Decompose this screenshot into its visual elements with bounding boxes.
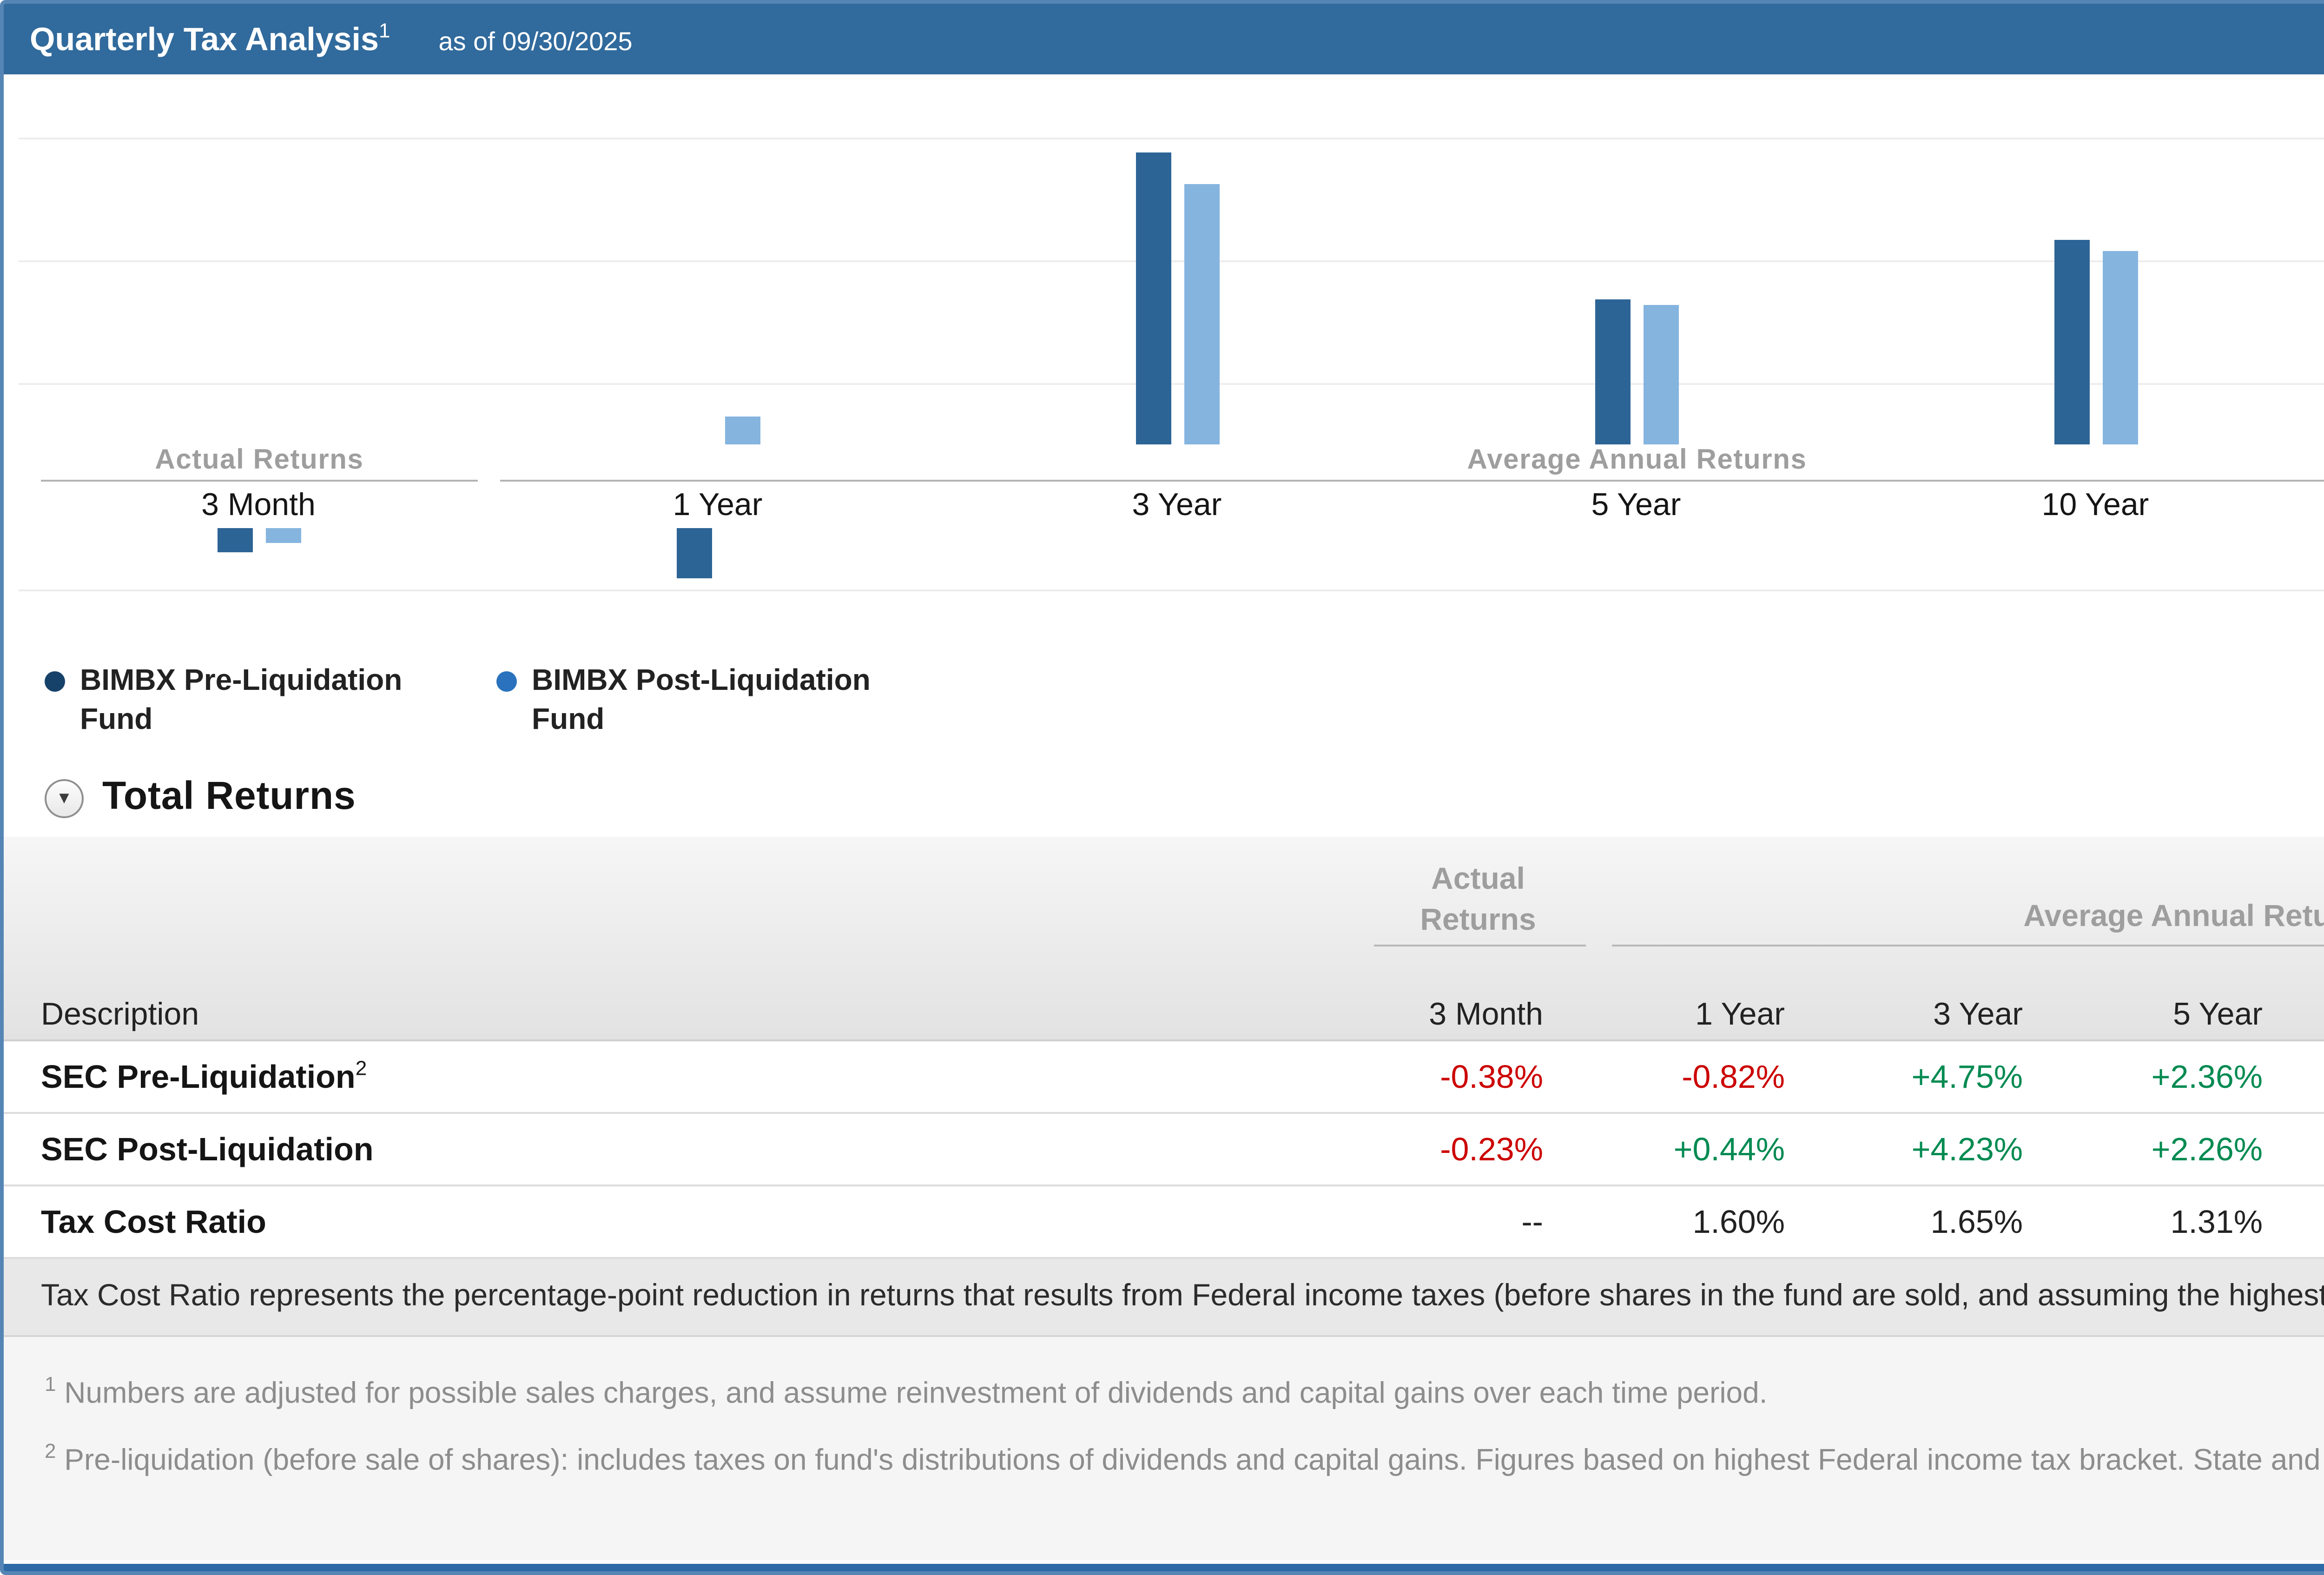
row-label: SEC Pre-Liquidation2 — [41, 1058, 367, 1095]
legend-item-pre-liquidation: BIMBX Pre-Liquidation Fund — [45, 662, 496, 740]
bar-bimbx-post-liquidation-fund-5-year — [1643, 305, 1678, 444]
legend-label: BIMBX Pre-Liquidation Fund — [80, 666, 403, 736]
footnote-2: 2 Pre-liquidation (before sale of shares… — [45, 1442, 2324, 1478]
bar-bimbx-post-liquidation-fund-1-year — [724, 417, 759, 444]
bottom-border — [4, 1564, 2324, 1571]
table-header: Actual Returns Average Annual Returns De… — [4, 837, 2324, 1041]
gridline-1 — [19, 589, 2324, 591]
x-axis-label-3-month: 3 Month — [201, 487, 316, 523]
cell-sec-pre-liquidation-5-year: +2.36% — [2151, 1058, 2263, 1095]
table-body: SEC Pre-Liquidation2 -0.38% -0.82% +4.75% +2… — [4, 1041, 2324, 1259]
cell-tax-cost-ratio-1-year: 1.60% — [1692, 1203, 1785, 1240]
cell-tax-cost-ratio-3-month: -- — [1521, 1203, 1543, 1240]
table-row-sec-post-liquidation: SEC Post-Liquidation -0.23% +0.44% +4.23% +2… — [4, 1114, 2324, 1186]
row-label: Tax Cost Ratio — [41, 1203, 266, 1240]
header-bar: Quarterly Tax Analysis1 as of 09/30/2025 — [4, 4, 2324, 74]
cell-sec-pre-liquidation-1-year: -0.82% — [1682, 1058, 1785, 1095]
total-returns-section-header[interactable]: ▼ Total Returns — [4, 740, 2324, 837]
column-header-1-year: 1 Year — [1695, 997, 1785, 1032]
legend-label: BIMBX Post-Liquidation Fund — [532, 666, 871, 736]
chart-group-underline-actual-returns — [41, 480, 478, 482]
cell-tax-cost-ratio-3-year: 1.65% — [1930, 1203, 2023, 1240]
bar-bimbx-post-liquidation-fund-3-year — [1183, 185, 1219, 444]
cell-sec-post-liquidation-3-month: -0.23% — [1440, 1131, 1543, 1168]
bar-bimbx-pre-liquidation-fund-3-month — [217, 528, 252, 552]
page-title: Quarterly Tax Analysis1 — [30, 20, 390, 60]
column-header-5-year: 5 Year — [2173, 997, 2263, 1032]
x-axis-label-10-year: 10 Year — [2041, 487, 2149, 523]
bar-bimbx-post-liquidation-fund-3-month — [265, 528, 300, 543]
cell-sec-post-liquidation-3-year: +4.23% — [1911, 1131, 2023, 1168]
x-axis-label-5-year: 5 Year — [1591, 487, 1681, 523]
column-header-description: Description — [41, 997, 199, 1032]
cell-tax-cost-ratio-5-year: 1.31% — [2170, 1203, 2263, 1240]
group-underline-average — [1612, 945, 2324, 946]
legend-item-post-liquidation: BIMBX Post-Liquidation Fund — [496, 662, 871, 740]
collapse-toggle-icon[interactable]: ▼ — [45, 778, 84, 817]
cell-sec-pre-liquidation-3-month: -0.38% — [1440, 1058, 1543, 1095]
row-label: SEC Post-Liquidation — [41, 1131, 374, 1168]
bar-bimbx-pre-liquidation-fund-3-year — [1135, 153, 1170, 444]
bar-bimbx-post-liquidation-fund-10-year — [2102, 251, 2137, 444]
gridline-1 — [19, 383, 2324, 385]
bar-bimbx-pre-liquidation-fund-1-year — [676, 528, 711, 579]
group-underline-actual — [1374, 945, 1586, 946]
column-header-3-year: 3 Year — [1933, 997, 2023, 1032]
x-axis-label-3-year: 3 Year — [1132, 487, 1222, 523]
gridline-5 — [19, 138, 2324, 139]
page-title-text: Quarterly Tax Analysis — [30, 20, 379, 58]
table-row-tax-cost-ratio: Tax Cost Ratio--1.60%1.65%1.31%1.54%-- — [4, 1186, 2324, 1259]
tax-cost-ratio-note: Tax Cost Ratio represents the percentage… — [4, 1259, 2324, 1337]
chart-group-header-actual-returns: Actual Returns — [155, 444, 364, 476]
bar-bimbx-pre-liquidation-fund-5-year — [1594, 299, 1630, 444]
table-group-header-average-annual-returns: Average Annual Returns — [2023, 900, 2324, 933]
cell-sec-pre-liquidation-3-year: +4.75% — [1911, 1058, 2023, 1095]
legend-dot-icon — [496, 671, 517, 692]
column-header-3-month: 3 Month — [1429, 997, 1543, 1032]
title-footnote-marker: 1 — [378, 20, 390, 43]
legend-dot-icon — [45, 671, 65, 692]
cell-tax-cost-ratio-10-year: 1.54% — [2281, 1203, 2324, 1242]
as-of-date: as of 09/30/2025 — [438, 26, 633, 56]
chart-group-underline-average-annual-returns — [500, 480, 2324, 482]
footnotes: 1 Numbers are adjusted for possible sale… — [4, 1337, 2324, 1560]
bar-bimbx-pre-liquidation-fund-10-year — [2053, 240, 2089, 444]
chart-axis-band: Actual Returns Average Annual Returns 3 Mo… — [4, 444, 2324, 528]
column-header-10-year: 10 Year — [2281, 997, 2324, 1034]
cell-sec-post-liquidation-10-year: +3.14% — [2281, 1131, 2324, 1170]
footnote-1: 1 Numbers are adjusted for possible sale… — [45, 1374, 1768, 1410]
gridline-3 — [19, 260, 2324, 262]
chart-group-header-average-annual-returns: Average Annual Returns — [1467, 444, 1807, 476]
x-axis-label-1-year: 1 Year — [673, 487, 763, 523]
cell-sec-pre-liquidation-10-year: +3.32% — [2281, 1058, 2324, 1097]
cell-sec-post-liquidation-5-year: +2.26% — [2151, 1131, 2263, 1168]
chart-legend: BIMBX Pre-Liquidation Fund BIMBX Post-Liqu… — [4, 645, 2324, 740]
table-row-sec-pre-liquidation: SEC Pre-Liquidation2 -0.38% -0.82% +4.75% +2… — [4, 1041, 2324, 1114]
section-title: Total Returns — [102, 775, 356, 818]
cell-sec-post-liquidation-1-year: +0.44% — [1673, 1131, 1785, 1168]
table-group-header-actual-returns: Actual Returns — [1420, 863, 1536, 937]
